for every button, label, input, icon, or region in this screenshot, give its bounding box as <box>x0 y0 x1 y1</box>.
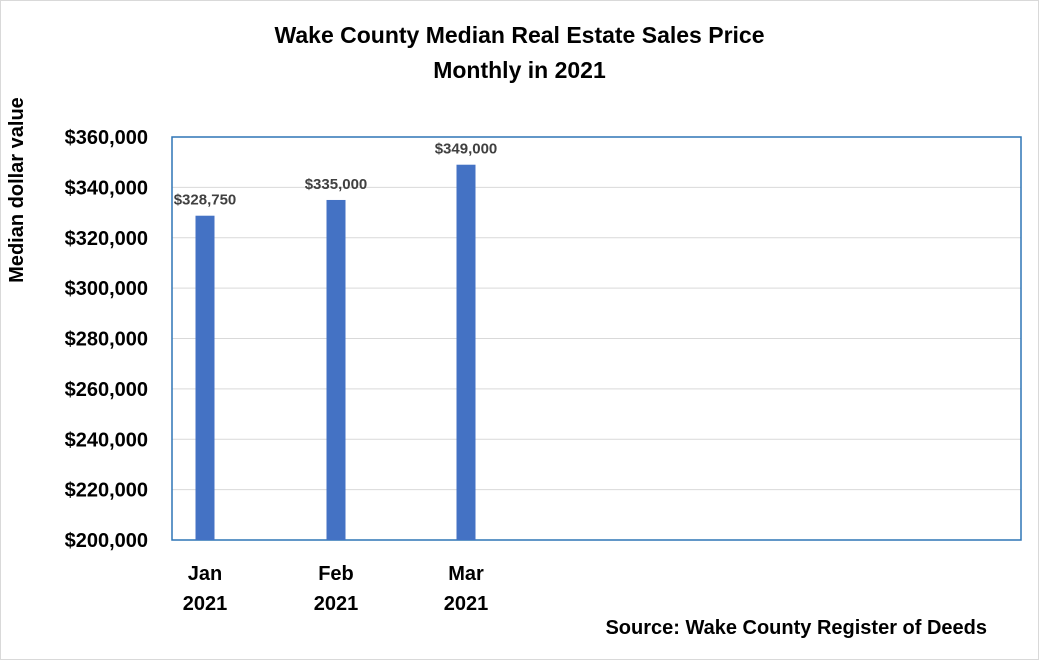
bar <box>326 199 346 540</box>
bar <box>456 164 476 541</box>
y-tick-label: $360,000 <box>65 127 148 149</box>
y-tick-label: $300,000 <box>65 278 148 300</box>
source-note: Source: Wake County Register of Deeds <box>605 617 987 639</box>
y-tick-label: $200,000 <box>65 530 148 552</box>
chart-subtitle: Monthly in 2021 <box>433 57 606 83</box>
x-tick-label-month: Jan <box>188 563 222 585</box>
bar <box>195 215 215 540</box>
chart-title: Wake County Median Real Estate Sales Pri… <box>274 22 765 48</box>
data-label: $335,000 <box>305 176 368 193</box>
y-tick-label: $220,000 <box>65 480 148 502</box>
x-tick-label-year: 2021 <box>183 593 228 615</box>
x-tick-label-month: Mar <box>448 563 484 585</box>
data-label: $349,000 <box>435 141 498 158</box>
y-tick-label: $320,000 <box>65 228 148 250</box>
y-tick-label: $260,000 <box>65 379 148 401</box>
y-tick-label: $340,000 <box>65 177 148 199</box>
x-tick-label-year: 2021 <box>314 593 359 615</box>
plot-area-border <box>171 136 1022 541</box>
data-label: $328,750 <box>174 192 237 209</box>
x-tick-label-month: Feb <box>318 563 354 585</box>
y-tick-label: $240,000 <box>65 429 148 451</box>
y-tick-label: $280,000 <box>65 329 148 351</box>
x-tick-label-year: 2021 <box>444 593 489 615</box>
